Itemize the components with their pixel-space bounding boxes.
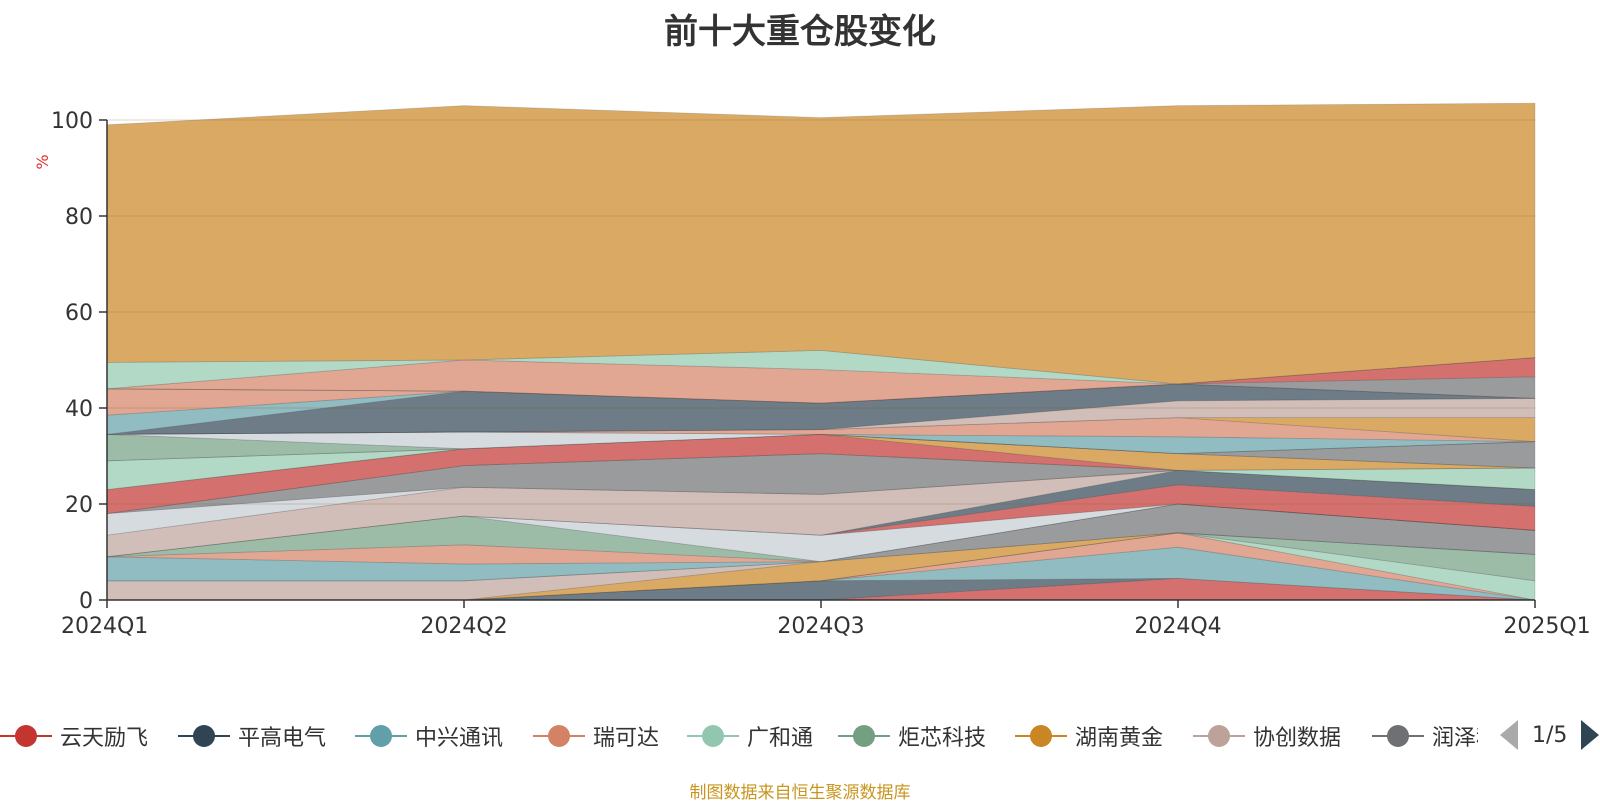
legend-items: 云天励飞 平高电气 中兴通讯 瑞可达 广和通 炬芯科技 湖南黄金 协创数据 润泽科技 bbox=[0, 716, 1478, 756]
legend-label: 广和通 bbox=[747, 726, 814, 751]
x-tick-label-3: 2024Q4 bbox=[1134, 614, 1221, 639]
legend-marker-icon bbox=[355, 723, 407, 749]
legend-next-page-icon[interactable] bbox=[1581, 720, 1600, 750]
legend-marker-icon bbox=[533, 723, 585, 749]
x-tick-label-2: 2024Q3 bbox=[777, 614, 864, 639]
legend-label: 协创数据 bbox=[1253, 726, 1342, 751]
y-tick-label-2: 40 bbox=[65, 397, 93, 422]
legend-page-indicator: 1/5 bbox=[1532, 722, 1568, 748]
legend-item-7[interactable]: 协创数据 bbox=[1193, 716, 1341, 756]
y-axis-unit-label: % bbox=[33, 154, 52, 169]
gridlines bbox=[107, 119, 1535, 505]
legend-item-8[interactable]: 润泽科技 bbox=[1372, 716, 1478, 756]
area-series-19 bbox=[106, 433, 1536, 515]
legend-prev-page-icon[interactable] bbox=[1500, 720, 1518, 750]
legend-marker-icon bbox=[0, 723, 52, 749]
legend-label: 平高电气 bbox=[238, 726, 327, 751]
y-tick-label-5: 100 bbox=[51, 109, 93, 134]
legend-item-3[interactable]: 瑞可达 bbox=[533, 716, 659, 756]
legend-label: 湖南黄金 bbox=[1075, 726, 1164, 751]
legend-label: 炬芯科技 bbox=[898, 726, 987, 751]
legend-item-6[interactable]: 湖南黄金 bbox=[1015, 716, 1163, 756]
legend-item-2[interactable]: 中兴通讯 bbox=[355, 716, 503, 756]
area-series-4 bbox=[107, 532, 1536, 601]
x-tick-label-4: 2025Q1 bbox=[1503, 614, 1590, 639]
legend-marker-icon bbox=[1015, 723, 1067, 749]
x-tick-label-1: 2024Q2 bbox=[420, 614, 507, 639]
area-series-22 bbox=[106, 433, 1536, 469]
legend-item-1[interactable]: 平高电气 bbox=[178, 716, 326, 756]
source-note: 制图数据来自恒生聚源数据库 bbox=[689, 783, 911, 803]
legend-label: 中兴通讯 bbox=[415, 726, 504, 751]
chart-plot: 0 20 40 60 80 100 2024Q1 2024Q2 2024Q3 2024Q4 2025… bbox=[33, 102, 1591, 639]
legend-label: 润泽科技 bbox=[1432, 726, 1478, 751]
area-series-5 bbox=[107, 532, 1536, 601]
legend-label: 云天励飞 bbox=[60, 726, 149, 751]
legend-marker-icon bbox=[687, 723, 739, 749]
legend-marker-icon bbox=[178, 723, 230, 749]
area-series-36 bbox=[106, 102, 1536, 385]
area-series-8 bbox=[107, 503, 1536, 582]
legend-pager: 1/5 bbox=[1500, 718, 1600, 752]
y-tick-label-3: 60 bbox=[65, 301, 93, 326]
legend-item-4[interactable]: 广和通 bbox=[687, 716, 813, 756]
y-tick-label-1: 20 bbox=[65, 493, 93, 518]
legend-marker-icon bbox=[1193, 723, 1245, 749]
legend-marker-icon bbox=[1372, 723, 1424, 749]
legend-item-5[interactable]: 炬芯科技 bbox=[838, 716, 986, 756]
legend-item-0[interactable]: 云天励飞 bbox=[0, 716, 148, 756]
y-tick-label-0: 0 bbox=[79, 589, 93, 614]
x-tick-label-0: 2024Q1 bbox=[61, 614, 148, 639]
y-tick-label-4: 80 bbox=[65, 205, 93, 230]
legend: 云天励飞 平高电气 中兴通讯 瑞可达 广和通 炬芯科技 湖南黄金 协创数据 润泽科技 bbox=[0, 716, 1600, 756]
chart-title: 前十大重仓股变化 bbox=[664, 12, 936, 52]
legend-marker-icon bbox=[838, 723, 890, 749]
legend-label: 瑞可达 bbox=[593, 726, 660, 751]
axes: 0 20 40 60 80 100 2024Q1 2024Q2 2024Q3 2024Q4 2025… bbox=[51, 109, 1591, 639]
stacked-areas bbox=[106, 102, 1536, 601]
